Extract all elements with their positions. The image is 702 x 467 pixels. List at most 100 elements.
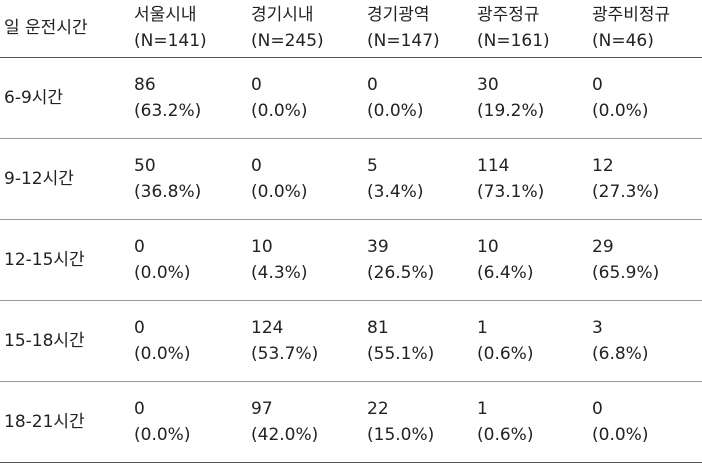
- cell-count: 81: [367, 317, 389, 338]
- table-cell: 3 (6.8%): [588, 300, 702, 382]
- table-row: 6-9시간 86 (63.2%) 0 (0.0%) 0 (0.0%) 30 (19.2%) 0 (0…: [0, 57, 702, 139]
- cell-count: 1: [477, 317, 488, 338]
- cell-count: 0: [251, 74, 262, 95]
- table-header: 일 운전시간 서울시내 (N=141) 경기시내 (N=245) 경기광역 (N=147) 광…: [0, 0, 702, 58]
- cell-count: 0: [134, 236, 145, 257]
- cell-percent: (53.7%): [251, 343, 319, 364]
- table-cell: 12 (27.3%): [588, 138, 702, 220]
- cell-percent: (63.2%): [134, 100, 202, 121]
- cell-percent: (0.0%): [134, 343, 191, 364]
- table-cell: 0 (0.0%): [130, 219, 247, 301]
- cell-count: 50: [134, 155, 156, 176]
- table-cell: 0 (0.0%): [588, 381, 702, 463]
- header-column: 경기시내 (N=245): [247, 0, 363, 58]
- cell-percent: (6.8%): [592, 343, 649, 364]
- cell-count: 10: [477, 236, 499, 257]
- cell-count: 0: [134, 398, 145, 419]
- table-cell: 39 (26.5%): [363, 219, 473, 301]
- cell-percent: (65.9%): [592, 262, 660, 283]
- cell-percent: (0.6%): [477, 343, 534, 364]
- cell-count: 0: [134, 317, 145, 338]
- table-cell: 10 (6.4%): [473, 219, 588, 301]
- header-sample-size: (N=147): [367, 31, 440, 52]
- cell-count: 97: [251, 398, 273, 419]
- header-name: 일 운전시간: [4, 18, 88, 39]
- cell-percent: (15.0%): [367, 424, 435, 445]
- cell-count: 29: [592, 236, 614, 257]
- cell-count: 39: [367, 236, 389, 257]
- table-cell: 30 (19.2%): [473, 57, 588, 139]
- table-cell: 114 (73.1%): [473, 138, 588, 220]
- cell-percent: (55.1%): [367, 343, 435, 364]
- header-row-label: 일 운전시간: [0, 0, 130, 58]
- table-cell: 29 (65.9%): [588, 219, 702, 301]
- table-cell: 22 (15.0%): [363, 381, 473, 463]
- cell-count: 22: [367, 398, 389, 419]
- table-cell: 1 (0.6%): [473, 381, 588, 463]
- cell-percent: (0.0%): [134, 424, 191, 445]
- cell-percent: (0.0%): [134, 262, 191, 283]
- header-sample-size: (N=141): [134, 31, 207, 52]
- cell-count: 30: [477, 74, 499, 95]
- header-name: 경기광역: [367, 5, 430, 26]
- row-label: 6-9시간: [0, 57, 130, 139]
- cell-percent: (0.0%): [592, 100, 649, 121]
- cell-percent: (19.2%): [477, 100, 545, 121]
- header-sample-size: (N=245): [251, 31, 324, 52]
- table-body: 6-9시간 86 (63.2%) 0 (0.0%) 0 (0.0%) 30 (19.2%) 0 (0…: [0, 57, 702, 463]
- table-cell: 0 (0.0%): [363, 57, 473, 139]
- table-row: 12-15시간 0 (0.0%) 10 (4.3%) 39 (26.5%) 10 (6.4%) 2…: [0, 219, 702, 301]
- cell-count: 0: [592, 74, 603, 95]
- table-cell: 86 (63.2%): [130, 57, 247, 139]
- table-cell: 0 (0.0%): [130, 381, 247, 463]
- table-cell: 0 (0.0%): [588, 57, 702, 139]
- header-column: 광주비정규 (N=46): [588, 0, 702, 58]
- table-row: 18-21시간 0 (0.0%) 97 (42.0%) 22 (15.0%) 1 (0.6%) 0…: [0, 381, 702, 463]
- cell-count: 3: [592, 317, 603, 338]
- table-cell: 0 (0.0%): [130, 300, 247, 382]
- cell-count: 5: [367, 155, 378, 176]
- cell-count: 86: [134, 74, 156, 95]
- header-name: 경기시내: [251, 5, 314, 26]
- cell-count: 124: [251, 317, 284, 338]
- row-label: 12-15시간: [0, 219, 130, 301]
- cell-percent: (36.8%): [134, 181, 202, 202]
- row-label: 18-21시간: [0, 381, 130, 463]
- cell-percent: (73.1%): [477, 181, 545, 202]
- header-name: 광주정규: [477, 5, 540, 26]
- table-cell: 10 (4.3%): [247, 219, 363, 301]
- header-name: 광주비정규: [592, 5, 671, 26]
- cell-percent: (26.5%): [367, 262, 435, 283]
- row-label: 15-18시간: [0, 300, 130, 382]
- cell-percent: (0.6%): [477, 424, 534, 445]
- table-cell: 1 (0.6%): [473, 300, 588, 382]
- table-cell: 97 (42.0%): [247, 381, 363, 463]
- cell-percent: (0.0%): [367, 100, 424, 121]
- cell-percent: (27.3%): [592, 181, 660, 202]
- table-cell: 50 (36.8%): [130, 138, 247, 220]
- cell-percent: (3.4%): [367, 181, 424, 202]
- cell-count: 114: [477, 155, 510, 176]
- header-column: 광주정규 (N=161): [473, 0, 588, 58]
- table-cell: 0 (0.0%): [247, 57, 363, 139]
- table-row: 9-12시간 50 (36.8%) 0 (0.0%) 5 (3.4%) 114 (73.1%) 1…: [0, 138, 702, 220]
- table-cell: 124 (53.7%): [247, 300, 363, 382]
- cell-count: 0: [367, 74, 378, 95]
- header-sample-size: (N=161): [477, 31, 550, 52]
- table-cell: 0 (0.0%): [247, 138, 363, 220]
- cell-count: 12: [592, 155, 614, 176]
- header-column: 경기광역 (N=147): [363, 0, 473, 58]
- cell-count: 0: [592, 398, 603, 419]
- cell-count: 10: [251, 236, 273, 257]
- header-row: 일 운전시간 서울시내 (N=141) 경기시내 (N=245) 경기광역 (N=147) 광…: [0, 0, 702, 58]
- cell-percent: (0.0%): [251, 100, 308, 121]
- table-cell: 81 (55.1%): [363, 300, 473, 382]
- row-label: 9-12시간: [0, 138, 130, 220]
- table-row: 15-18시간 0 (0.0%) 124 (53.7%) 81 (55.1%) 1 (0.6%)…: [0, 300, 702, 382]
- cell-percent: (6.4%): [477, 262, 534, 283]
- table-cell: 5 (3.4%): [363, 138, 473, 220]
- header-sample-size: (N=46): [592, 31, 654, 52]
- cell-percent: (4.3%): [251, 262, 308, 283]
- header-column: 서울시내 (N=141): [130, 0, 247, 58]
